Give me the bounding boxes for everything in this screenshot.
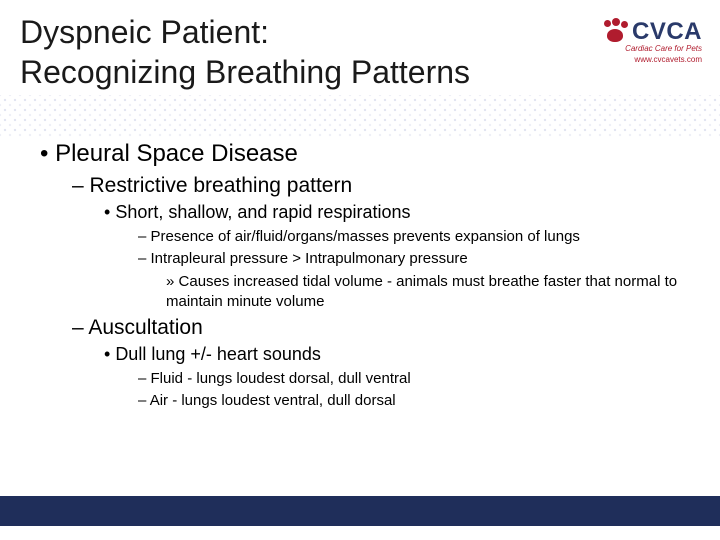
logo-subtitle: Cardiac Care for Pets [602, 44, 702, 53]
list-item: Air - lungs loudest ventral, dull dorsal [138, 391, 680, 411]
title-line-1: Dyspneic Patient: [20, 14, 269, 50]
bullet-list-l4: Presence of air/fluid/organs/masses prev… [138, 227, 680, 312]
list-item: Pleural Space Disease Restrictive breath… [40, 140, 680, 412]
list-item: Causes increased tidal volume - animals … [166, 272, 680, 313]
bullet-list-l4: Fluid - lungs loudest dorsal, dull ventr… [138, 369, 680, 412]
item-text: Presence of air/fluid/organs/masses prev… [151, 228, 580, 245]
item-text: Auscultation [88, 316, 202, 339]
item-text: Air - lungs loudest ventral, dull dorsal [150, 392, 396, 409]
list-item: Fluid - lungs loudest dorsal, dull ventr… [138, 369, 680, 389]
footer-bar [0, 496, 720, 526]
bullet-list-l1: Pleural Space Disease Restrictive breath… [40, 140, 680, 412]
list-item: Intrapleural pressure > Intrapulmonary p… [138, 249, 680, 312]
logo-text: CVCA [632, 18, 702, 46]
title-line-2: Recognizing Breathing Patterns [20, 54, 470, 90]
item-text: Causes increased tidal volume - animals … [166, 273, 677, 310]
logo-url: www.cvcavets.com [602, 55, 702, 64]
item-text: Pleural Space Disease [55, 140, 298, 167]
list-item: Short, shallow, and rapid respirations P… [104, 202, 680, 312]
logo-block: CVCA Cardiac Care for Pets www.cvcavets.… [602, 18, 702, 64]
item-text: Dull lung +/- heart sounds [115, 344, 321, 364]
item-text: Short, shallow, and rapid respirations [115, 202, 410, 222]
item-text: Restrictive breathing pattern [90, 174, 353, 197]
logo-row: CVCA [602, 18, 702, 46]
item-text: Fluid - lungs loudest dorsal, dull ventr… [151, 370, 411, 387]
paw-icon [602, 20, 628, 44]
list-item: Dull lung +/- heart sounds Fluid - lungs… [104, 344, 680, 412]
slide-content: Pleural Space Disease Restrictive breath… [0, 112, 720, 412]
item-text: Intrapleural pressure > Intrapulmonary p… [151, 250, 468, 267]
slide-title: Dyspneic Patient: Recognizing Breathing … [20, 12, 700, 92]
bullet-list-l2: Restrictive breathing pattern Short, sha… [72, 174, 680, 412]
list-item: Auscultation Dull lung +/- heart sounds … [72, 316, 680, 412]
bullet-list-l5: Causes increased tidal volume - animals … [166, 272, 680, 313]
bullet-list-l3: Dull lung +/- heart sounds Fluid - lungs… [104, 344, 680, 412]
list-item: Presence of air/fluid/organs/masses prev… [138, 227, 680, 247]
slide-header: Dyspneic Patient: Recognizing Breathing … [0, 0, 720, 112]
bullet-list-l3: Short, shallow, and rapid respirations P… [104, 202, 680, 312]
list-item: Restrictive breathing pattern Short, sha… [72, 174, 680, 312]
